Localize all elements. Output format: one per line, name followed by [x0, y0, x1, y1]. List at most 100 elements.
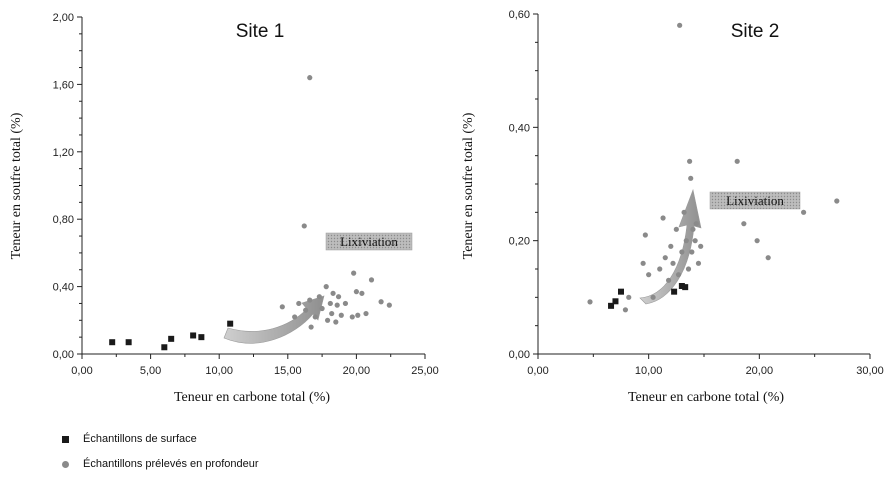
surface-sample-point: [618, 288, 624, 295]
depth-sample-point: [323, 284, 329, 290]
surface-sample-point: [678, 283, 685, 289]
x-tick-label: 30,00: [856, 365, 884, 377]
depth-sample-point: [657, 266, 663, 272]
data-points-site-2: [587, 22, 840, 313]
y-axis-label-site-2: Teneur en soufre total (%): [461, 112, 476, 259]
x-axis-site-1: 0,00 5,00 10,00 15,00 20,00 25,00: [71, 353, 439, 377]
y-tick-label: 0,40: [53, 282, 74, 294]
x-axis-site-2: 0,00 10,00 20,00 30,00: [527, 353, 884, 377]
depth-sample-point: [378, 299, 384, 305]
depth-sample-point: [316, 294, 322, 300]
data-points-site-1: [109, 75, 392, 351]
lixiviation-arrow-site-2: [639, 188, 702, 305]
y-axis-site-1: 0,00 0,40 0,80 1,20 1,60 2,00: [53, 12, 83, 361]
lixiviation-annotation-site-2: Lixiviation: [709, 191, 801, 210]
surface-sample-point: [608, 302, 615, 309]
depth-sample-point: [587, 299, 593, 305]
surface-sample-point: [227, 320, 234, 327]
legend: Échantillons de surface Échantillons pré…: [62, 432, 259, 482]
legend-item-depth: Échantillons prélevés en profondeur: [62, 457, 259, 471]
depth-sample-point: [698, 243, 704, 249]
chart-title-site-1: Site 1: [236, 21, 285, 42]
depth-sample-point: [622, 307, 629, 313]
depth-sample-point: [307, 75, 313, 81]
y-tick-label: 0,60: [509, 9, 530, 21]
depth-sample-point: [353, 289, 359, 295]
depth-sample-point: [349, 314, 355, 320]
x-tick-label: 10,00: [635, 365, 663, 377]
y-tick-label: 0,40: [509, 122, 530, 134]
y-tick-label: 0,20: [509, 236, 530, 248]
depth-sample-point: [690, 226, 696, 232]
surface-sample-point: [190, 332, 197, 339]
depth-sample-point: [363, 310, 369, 317]
depth-sample-point: [292, 314, 298, 320]
depth-sample-point: [765, 255, 771, 261]
depth-sample-point: [689, 249, 695, 255]
chart-site-2: 0,00 0,20 0,40 0,60 0,00 10,00 20,00 30,00 Sit…: [461, 9, 884, 405]
x-tick-label: 20,00: [746, 365, 774, 377]
depth-sample-point: [335, 294, 342, 300]
x-tick-label: 0,00: [71, 365, 92, 377]
legend-label-surface: Échantillons de surface: [83, 433, 197, 445]
depth-sample-point: [679, 249, 685, 255]
depth-sample-point: [342, 300, 349, 307]
depth-sample-point: [695, 260, 702, 266]
depth-sample-point: [296, 300, 302, 307]
depth-sample-point: [683, 238, 689, 244]
y-axis-site-2: 0,00 0,20 0,40 0,60: [509, 9, 539, 361]
depth-sample-point: [681, 209, 687, 215]
depth-sample-point: [333, 319, 339, 325]
legend-label-depth: Échantillons prélevés en profondeur: [83, 458, 259, 470]
surface-sample-point: [612, 298, 619, 305]
depth-sample-point: [368, 277, 375, 283]
x-tick-label: 15,00: [274, 365, 302, 377]
depth-sample-point: [324, 317, 331, 323]
lixiviation-label-site-2: Lixiviation: [726, 193, 784, 208]
x-tick-label: 10,00: [205, 365, 233, 377]
depth-sample-point: [834, 198, 840, 204]
depth-sample-point: [312, 314, 318, 320]
x-tick-label: 5,00: [140, 365, 161, 377]
depth-sample-point: [330, 290, 336, 296]
depth-sample-point: [303, 307, 309, 313]
lixiviation-arrow-site-1: [223, 295, 325, 344]
y-tick-label: 1,20: [53, 147, 74, 159]
y-tick-label: 0,00: [53, 349, 74, 361]
chart-site-1: 0,00 0,40 0,80 1,20 1,60 2,00 0,00 5,00 10,00 15…: [9, 12, 439, 405]
depth-sample-point: [642, 232, 648, 238]
y-tick-label: 0,00: [509, 349, 530, 361]
surface-sample-point: [125, 339, 132, 346]
surface-sample-point: [198, 334, 205, 341]
square-marker-icon: [62, 435, 69, 443]
depth-sample-point: [626, 294, 632, 300]
depth-sample-point: [662, 255, 668, 261]
depth-sample-point: [741, 221, 747, 227]
surface-sample-point: [671, 288, 678, 295]
surface-sample-point: [168, 335, 175, 342]
depth-sample-point: [734, 158, 740, 164]
depth-sample-point: [754, 238, 760, 244]
depth-sample-point: [673, 226, 679, 232]
y-tick-label: 2,00: [53, 12, 74, 24]
depth-sample-point: [334, 302, 340, 308]
depth-sample-point: [646, 272, 652, 278]
depth-sample-point: [359, 290, 365, 296]
x-tick-label: 0,00: [527, 365, 548, 377]
depth-sample-point: [670, 260, 676, 266]
x-axis-label-site-1: Teneur en carbone total (%): [174, 390, 330, 405]
surface-sample-point: [109, 339, 116, 346]
circle-marker-icon: [62, 460, 69, 468]
x-axis-label-site-2: Teneur en carbone total (%): [628, 390, 784, 405]
depth-sample-point: [665, 277, 672, 283]
y-tick-label: 0,80: [53, 214, 74, 226]
depth-sample-point: [801, 209, 807, 215]
lixiviation-annotation-site-1: Lixiviation: [325, 232, 413, 251]
depth-sample-point: [319, 305, 325, 312]
x-tick-label: 20,00: [343, 365, 371, 377]
depth-sample-point: [308, 324, 314, 330]
depth-sample-point: [329, 310, 335, 317]
surface-sample-point: [682, 284, 689, 291]
depth-sample-point: [675, 272, 682, 278]
depth-sample-point: [668, 243, 674, 249]
